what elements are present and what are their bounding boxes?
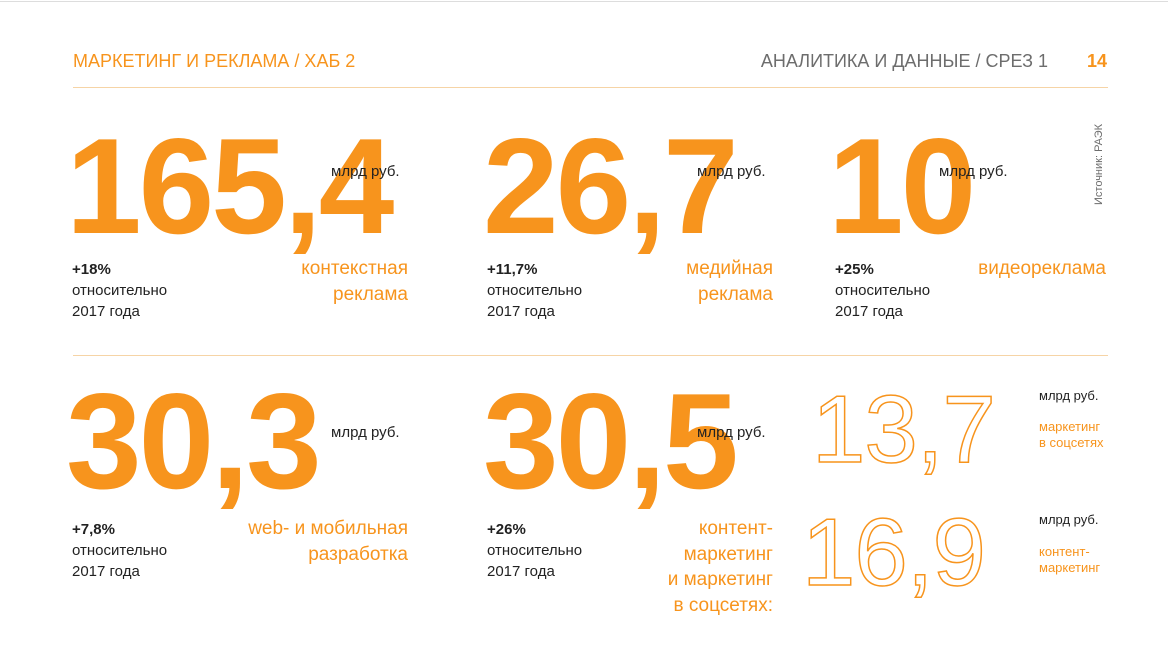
big-number: 10 [828,110,976,262]
big-number: 30,3 [66,365,322,517]
growth: +26% [487,521,526,538]
growth: +18% [72,261,111,278]
category-label: маркетинг [1039,419,1101,434]
category-label: контент- [1039,544,1090,559]
page-number: 14 [1086,51,1107,71]
category-label: видеореклама [978,258,1106,279]
header-rule [73,87,1108,88]
big-number: 26,7 [483,110,739,262]
growth-text: 2017 года [72,303,140,320]
category-label: web- и мобильная [248,518,408,539]
growth-text: относительно [487,282,583,299]
category-label: реклама [698,283,773,305]
category-label: медийная [686,258,773,279]
unit: млрд руб. [697,424,766,441]
growth: +25% [835,261,874,278]
growth-text: относительно [487,542,583,559]
unit: млрд руб. [331,424,400,441]
growth-text: относительно [835,282,931,299]
header-left: МАРКЕТИНГ И РЕКЛАМА / ХАБ 2 [73,51,356,71]
growth-text: относительно [72,282,168,299]
unit: млрд руб. [331,163,400,180]
category-label: в соцсетях: [673,594,773,616]
big-number: 165,4 [66,110,394,262]
unit: млрд руб. [697,163,766,180]
big-number: 30,5 [483,365,739,517]
growth: +11,7% [487,261,538,278]
unit: млрд руб. [1039,512,1099,527]
divider [73,355,1108,356]
growth-text: 2017 года [487,303,555,320]
growth-text: 2017 года [835,303,903,320]
growth-text: 2017 года [72,563,140,580]
unit: млрд руб. [1039,388,1099,403]
category-label: контекстная [301,258,408,279]
category-label: маркетинг [1039,560,1101,575]
unit: млрд руб. [939,163,1008,180]
category-label: маркетинг [683,543,773,565]
category-label: в соцсетях [1039,435,1104,450]
category-label: контент- [698,518,773,539]
source: Источник: РАЭК [1093,123,1105,205]
outline-number: 16,9 [801,499,986,606]
category-label: реклама [333,283,408,305]
top-border [0,1,1168,2]
growth-text: 2017 года [487,563,555,580]
growth-text: относительно [72,542,168,559]
growth: +7,8% [72,521,115,538]
category-label: и маркетинг [667,569,773,590]
category-label: разработка [308,543,408,565]
header-right: АНАЛИТИКА И ДАННЫЕ / СРЕЗ 1 [760,51,1048,71]
outline-number: 13,7 [811,376,996,483]
